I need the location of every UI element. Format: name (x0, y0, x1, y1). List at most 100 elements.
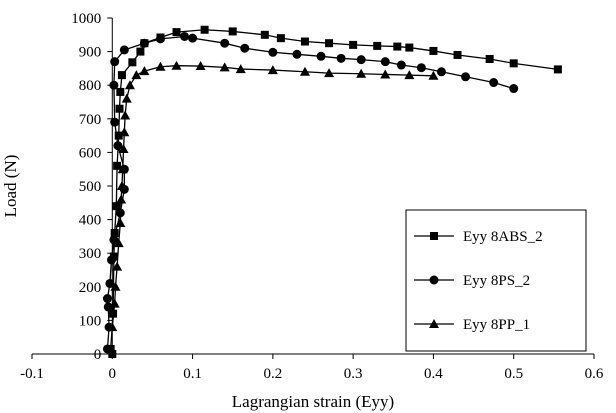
legend: Eyy 8ABS_2 Eyy 8PS_2 Eyy 8PP_1 (405, 209, 587, 352)
data-point (509, 84, 519, 94)
y-tick-label: 1000 (71, 11, 101, 27)
data-point (268, 47, 278, 57)
plot-area: -0.1 0 0.1 0.2 0.3 0.4 0.5 0.6 0 100 200 300 400 500… (20, 11, 604, 382)
legend-swatch-marker (429, 275, 439, 285)
data-point (113, 238, 124, 248)
x-tick-label: 0.1 (183, 366, 202, 382)
data-point (240, 43, 250, 53)
data-point (219, 62, 230, 72)
y-tick-label: 500 (79, 179, 102, 195)
data-point (118, 144, 129, 154)
y-tick-label: 600 (79, 145, 102, 161)
series-line (111, 65, 434, 328)
data-point (121, 93, 132, 103)
data-point (114, 131, 123, 140)
data-point (393, 42, 402, 51)
data-point (404, 70, 415, 80)
data-point (509, 59, 518, 68)
data-point (116, 181, 127, 190)
data-point (136, 47, 145, 56)
y-tick-label: 200 (79, 280, 102, 296)
data-point (107, 322, 118, 332)
legend-items: Eyy 8ABS_2 Eyy 8PS_2 Eyy 8PP_1 (414, 229, 543, 333)
data-point (113, 161, 122, 170)
data-point (461, 72, 471, 82)
data-point (436, 67, 446, 77)
data-point (109, 298, 120, 308)
y-tick-label: 800 (79, 78, 102, 94)
data-point (106, 255, 116, 265)
y-tick-label: 400 (79, 213, 102, 229)
data-point (299, 66, 310, 76)
data-point (119, 45, 129, 55)
x-tick-label: -0.1 (20, 366, 44, 382)
data-point (200, 25, 209, 34)
data-point (110, 281, 121, 291)
data-point (116, 87, 125, 96)
data-point (356, 55, 366, 65)
x-axis-title: Lagrangian strain (Eyy) (232, 392, 394, 411)
data-point (325, 39, 334, 48)
legend-item-eyy-8abs-2: Eyy 8ABS_2 (414, 229, 543, 245)
y-tick-label: 300 (79, 246, 102, 262)
data-point (356, 68, 367, 78)
data-point (172, 28, 181, 37)
data-point (110, 57, 120, 67)
data-point (115, 217, 126, 227)
y-tick-label: 700 (79, 112, 102, 128)
data-point (109, 80, 119, 90)
data-point (553, 65, 562, 74)
data-point (102, 294, 112, 304)
x-tick-label: 0.5 (504, 366, 523, 382)
data-point (155, 61, 166, 71)
data-point (188, 33, 198, 43)
series-eyy-8pp-1 (107, 60, 439, 332)
data-point (115, 104, 124, 113)
x-tick-label: 0 (109, 366, 117, 382)
data-point (416, 63, 426, 73)
data-point (117, 71, 126, 80)
x-tick-label: 0.6 (585, 366, 604, 382)
y-axis-title: Load (N) (1, 155, 20, 218)
data-point (109, 235, 119, 245)
legend-swatch-marker (430, 232, 438, 240)
series-layer (102, 25, 562, 358)
data-point (405, 43, 414, 52)
legend-swatch-marker (429, 319, 439, 328)
data-point (220, 38, 230, 48)
data-point (396, 60, 406, 70)
data-point (300, 37, 309, 46)
data-point (139, 66, 150, 76)
legend-label: Eyy 8PS_2 (463, 273, 530, 289)
data-point (105, 278, 115, 288)
data-point (336, 53, 346, 63)
data-point (112, 261, 123, 271)
data-point (113, 141, 123, 151)
data-point (380, 69, 391, 79)
data-point (324, 68, 335, 78)
data-point (171, 60, 182, 70)
y-tick-label: 900 (79, 45, 102, 61)
legend-label: Eyy 8ABS_2 (463, 229, 543, 245)
data-point (349, 40, 358, 49)
data-point (276, 34, 285, 43)
data-point (429, 46, 438, 55)
data-point (128, 58, 137, 67)
data-point (110, 229, 119, 238)
data-point (373, 41, 382, 50)
y-tick-label: 100 (79, 313, 102, 329)
data-point (108, 350, 117, 358)
x-tick-label: 0.3 (344, 366, 363, 382)
data-point (131, 70, 142, 80)
data-point (112, 202, 121, 211)
data-point (267, 65, 278, 75)
legend-item-eyy-8ps-2: Eyy 8PS_2 (414, 273, 530, 289)
data-point (380, 57, 390, 67)
data-point (195, 61, 206, 71)
data-point (155, 34, 165, 44)
data-point (292, 49, 302, 59)
data-point (180, 31, 190, 41)
x-tick-label: 0.2 (263, 366, 282, 382)
data-point (110, 117, 120, 127)
